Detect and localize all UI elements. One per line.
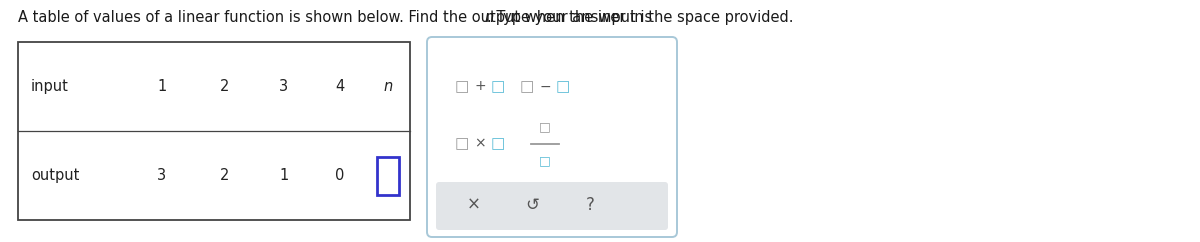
- Text: ↺: ↺: [526, 196, 539, 214]
- Text: 4: 4: [335, 79, 344, 94]
- Text: □: □: [539, 154, 551, 167]
- Text: □: □: [491, 136, 505, 151]
- Text: □: □: [455, 136, 469, 151]
- Text: n: n: [383, 79, 392, 94]
- Text: −: −: [539, 79, 551, 93]
- Bar: [18, 42, 410, 220]
- Text: . Type your answer in the space provided.: . Type your answer in the space provided…: [487, 10, 793, 25]
- Text: 2: 2: [221, 79, 229, 94]
- Text: 0: 0: [335, 168, 344, 183]
- Text: □: □: [491, 79, 505, 94]
- Text: □: □: [455, 79, 469, 94]
- Text: ?: ?: [586, 196, 594, 214]
- Text: □: □: [556, 79, 570, 94]
- Text: 1: 1: [280, 168, 289, 183]
- Text: +: +: [474, 79, 486, 93]
- Text: □: □: [520, 79, 534, 94]
- Text: A table of values of a linear function is shown below. Find the output when the : A table of values of a linear function i…: [18, 10, 656, 25]
- Text: □: □: [539, 120, 551, 133]
- Text: ×: ×: [474, 136, 486, 151]
- Text: 2: 2: [221, 168, 229, 183]
- Text: output: output: [31, 168, 79, 183]
- Text: input: input: [31, 79, 68, 94]
- Text: 3: 3: [157, 168, 167, 183]
- Text: 3: 3: [280, 79, 288, 94]
- Text: n: n: [484, 10, 493, 25]
- FancyBboxPatch shape: [436, 182, 668, 230]
- Text: 1: 1: [157, 79, 167, 94]
- Text: ×: ×: [467, 196, 481, 214]
- FancyBboxPatch shape: [427, 37, 677, 237]
- Bar: [377, 157, 398, 195]
